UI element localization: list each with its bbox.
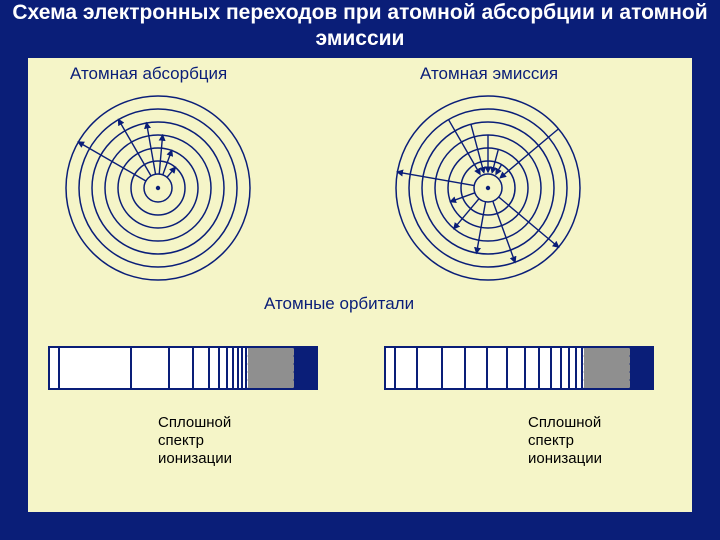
absorption-atom-diagram bbox=[58, 88, 258, 288]
slide-frame: Схема электронных переходов при атомной … bbox=[0, 0, 720, 540]
left-column-label: Атомная абсорбция bbox=[70, 64, 227, 84]
ionization-label-right: Сплошной спектр ионизации bbox=[528, 414, 638, 468]
ionization-label-left: Сплошной спектр ионизации bbox=[158, 414, 268, 468]
emission-spectrum bbox=[384, 346, 654, 390]
emission-atom-diagram bbox=[388, 88, 588, 288]
content-area: Атомная абсорбция Атомная эмиссия Атомны… bbox=[28, 56, 692, 512]
absorption-spectrum bbox=[48, 346, 318, 390]
slide-title: Схема электронных переходов при атомной … bbox=[10, 0, 710, 52]
orbitals-label: Атомные орбитали bbox=[264, 294, 414, 314]
slide-title-bar: Схема электронных переходов при атомной … bbox=[0, 0, 720, 56]
right-column-label: Атомная эмиссия bbox=[420, 64, 558, 84]
